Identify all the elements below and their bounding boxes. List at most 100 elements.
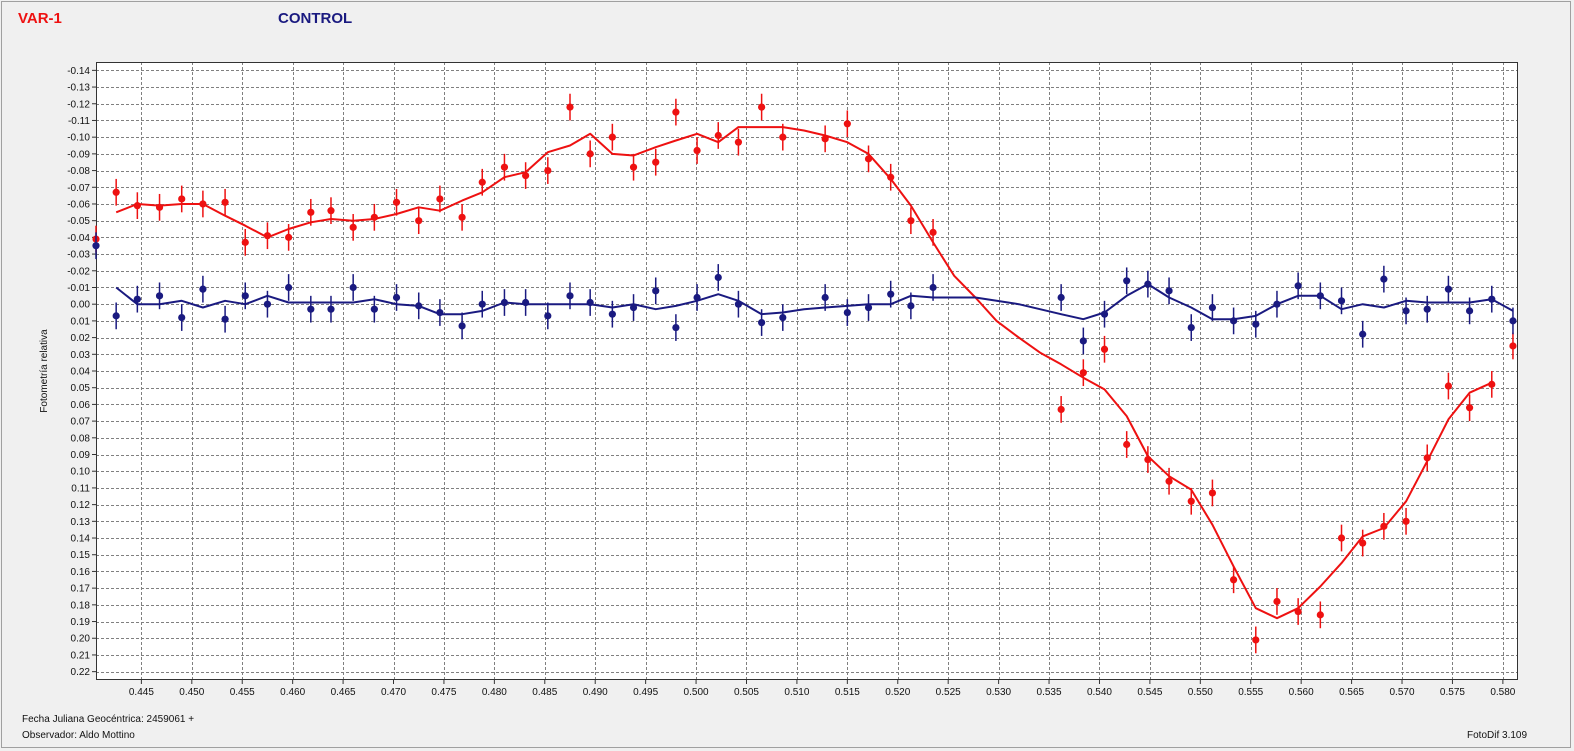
data-point-control bbox=[907, 302, 915, 310]
data-point-control bbox=[652, 287, 660, 295]
data-point-control bbox=[1252, 320, 1260, 328]
data-point-control bbox=[327, 305, 335, 313]
y-tick-label: -0.01 bbox=[67, 283, 90, 294]
y-tick-label: 0.16 bbox=[71, 567, 91, 578]
data-point-variable bbox=[1208, 489, 1217, 497]
x-tick-label: 0.510 bbox=[784, 687, 809, 698]
data-point-variable bbox=[672, 108, 680, 116]
data-point-control bbox=[522, 298, 530, 307]
data-point-variable bbox=[1444, 382, 1453, 390]
x-tick-label: 0.560 bbox=[1289, 687, 1314, 698]
data-point-variable bbox=[436, 195, 444, 203]
y-tick-label: -0.11 bbox=[68, 116, 90, 127]
x-tick-label: 0.505 bbox=[734, 687, 759, 698]
y-tick-label: -0.05 bbox=[67, 216, 90, 227]
series-control bbox=[92, 232, 1517, 355]
data-point-variable bbox=[544, 166, 552, 175]
data-point-control bbox=[544, 312, 552, 320]
data-point-variable bbox=[263, 232, 272, 240]
data-point-variable bbox=[779, 133, 787, 141]
data-point-control bbox=[199, 285, 207, 293]
x-tick-label: 0.445 bbox=[129, 687, 154, 698]
data-point-control bbox=[285, 283, 293, 292]
data-point-variable bbox=[1465, 404, 1474, 412]
data-point-variable bbox=[458, 213, 466, 221]
x-tick-label: 0.525 bbox=[936, 687, 961, 698]
data-point-control bbox=[1488, 295, 1496, 303]
data-point-control bbox=[436, 308, 444, 317]
x-tick-label: 0.490 bbox=[583, 687, 608, 698]
data-point-variable bbox=[155, 203, 164, 211]
data-point-control bbox=[929, 283, 937, 292]
data-point-control bbox=[1165, 287, 1173, 295]
data-point-control bbox=[779, 313, 787, 322]
x-tick-label: 0.530 bbox=[986, 687, 1011, 698]
data-point-control bbox=[1465, 307, 1474, 315]
data-point-variable bbox=[1509, 342, 1517, 350]
data-point-variable bbox=[1294, 607, 1302, 616]
y-tick-label: -0.12 bbox=[67, 99, 90, 110]
x-tick-label: 0.455 bbox=[230, 687, 255, 698]
data-point-control bbox=[392, 293, 401, 302]
data-point-control bbox=[241, 292, 249, 300]
y-tick-label: 0.10 bbox=[71, 467, 91, 478]
data-point-control bbox=[349, 283, 357, 292]
data-point-variable bbox=[758, 103, 766, 111]
data-point-control bbox=[608, 310, 616, 318]
data-point-variable bbox=[652, 158, 660, 166]
y-tick-label: -0.03 bbox=[67, 250, 90, 261]
data-point-control bbox=[500, 298, 509, 307]
y-tick-label: 0.15 bbox=[71, 550, 91, 561]
y-tick-label: 0.20 bbox=[71, 634, 91, 645]
data-point-variable bbox=[1488, 380, 1496, 388]
x-tick-label: 0.475 bbox=[431, 687, 456, 698]
data-point-control bbox=[458, 322, 466, 330]
data-point-variable bbox=[608, 133, 616, 141]
data-point-control bbox=[155, 292, 164, 300]
y-tick-label: 0.22 bbox=[71, 667, 91, 678]
data-point-variable bbox=[1380, 522, 1388, 530]
series-variable bbox=[92, 93, 1517, 654]
data-point-variable bbox=[629, 163, 638, 171]
data-point-variable bbox=[285, 233, 293, 241]
y-tick-label: 0.00 bbox=[71, 300, 91, 311]
data-point-control bbox=[1316, 292, 1324, 300]
x-tick-label: 0.570 bbox=[1390, 687, 1415, 698]
data-point-variable bbox=[307, 208, 315, 216]
julian-date-label: Fecha Juliana Geocéntrica: 2459061 + bbox=[22, 714, 195, 725]
data-point-control bbox=[693, 293, 701, 302]
x-tick-label: 0.480 bbox=[482, 687, 507, 698]
data-point-variable bbox=[821, 135, 829, 143]
data-point-control bbox=[1230, 317, 1238, 325]
data-point-variable bbox=[199, 200, 207, 208]
data-point-variable bbox=[1252, 636, 1260, 644]
data-point-variable bbox=[349, 223, 357, 231]
data-point-variable bbox=[327, 207, 335, 215]
y-tick-label: -0.07 bbox=[67, 183, 90, 194]
data-point-variable bbox=[1230, 576, 1238, 584]
data-point-control bbox=[672, 323, 680, 332]
y-tick-label: 0.07 bbox=[71, 417, 91, 428]
x-tick-label: 0.465 bbox=[331, 687, 356, 698]
y-tick-label: 0.01 bbox=[71, 316, 91, 327]
data-point-variable bbox=[370, 213, 378, 221]
y-tick-label: 0.18 bbox=[71, 600, 91, 611]
x-tick-label: 0.460 bbox=[280, 687, 305, 698]
x-tick-label: 0.550 bbox=[1188, 687, 1213, 698]
y-tick-label: 0.13 bbox=[71, 517, 91, 528]
y-tick-label: 0.19 bbox=[71, 617, 91, 628]
x-tick-label: 0.450 bbox=[179, 687, 204, 698]
legend-control: CONTROL bbox=[278, 10, 353, 27]
x-tick-label: 0.535 bbox=[1037, 687, 1062, 698]
data-point-control bbox=[629, 303, 638, 312]
data-point-variable bbox=[1402, 517, 1410, 525]
data-point-control bbox=[221, 315, 229, 323]
data-point-variable bbox=[1359, 539, 1367, 547]
fit-line-variable bbox=[115, 126, 1493, 620]
data-point-variable bbox=[1337, 534, 1346, 542]
data-point-variable bbox=[478, 178, 486, 186]
data-point-control bbox=[734, 300, 743, 308]
data-point-control bbox=[843, 308, 851, 317]
y-tick-label: -0.08 bbox=[67, 166, 90, 177]
